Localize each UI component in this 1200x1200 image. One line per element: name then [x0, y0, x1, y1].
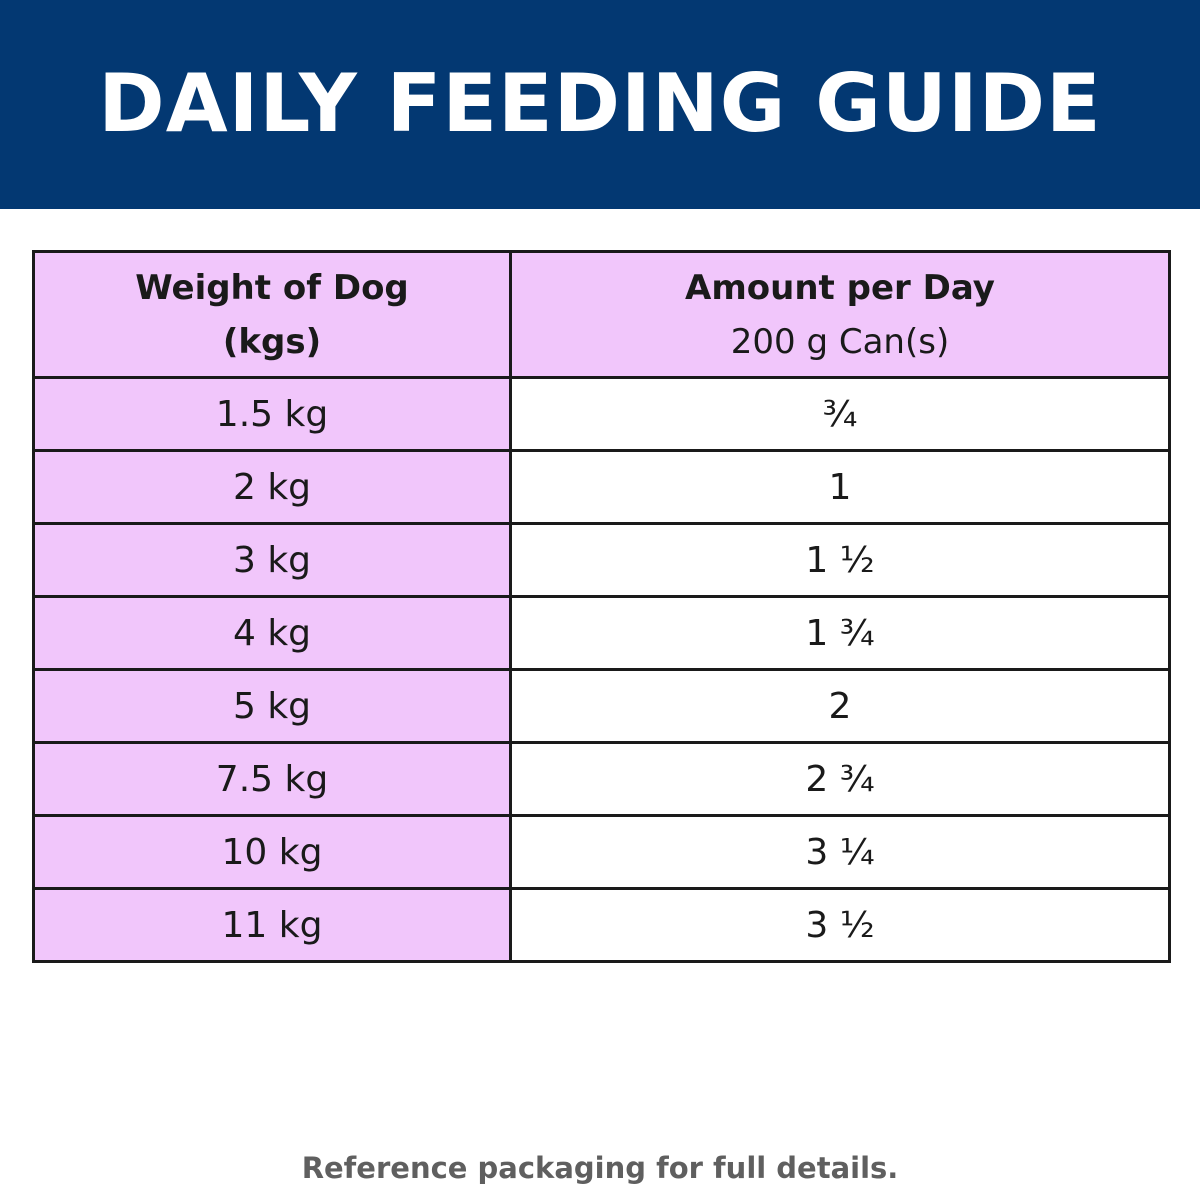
amount-cell: 2 ¾ [509, 741, 1171, 817]
amount-cell: 3 ½ [509, 887, 1171, 963]
amount-cell: 1 [509, 449, 1171, 525]
weight-cell: 10 kg [32, 814, 512, 890]
weight-cell: 11 kg [32, 887, 512, 963]
header-banner: DAILY FEEDING GUIDE [0, 0, 1200, 209]
weight-cell: 7.5 kg [32, 741, 512, 817]
weight-column-header: Weight of Dog (kgs) [32, 250, 512, 379]
table-row: 5 kg 2 [32, 668, 1171, 744]
feeding-table: Weight of Dog (kgs) Amount per Day 200 g… [32, 250, 1171, 963]
amount-cell: 2 [509, 668, 1171, 744]
table-row: 7.5 kg 2 ¾ [32, 741, 1171, 817]
weight-cell: 2 kg [32, 449, 512, 525]
amount-column-unit: 200 g Can(s) [730, 321, 950, 362]
weight-column-unit: (kgs) [222, 321, 322, 362]
table-row: 4 kg 1 ¾ [32, 595, 1171, 671]
weight-cell: 4 kg [32, 595, 512, 671]
weight-cell: 5 kg [32, 668, 512, 744]
amount-cell: 1 ½ [509, 522, 1171, 598]
weight-cell: 1.5 kg [32, 376, 512, 452]
amount-cell: 3 ¼ [509, 814, 1171, 890]
footnote: Reference packaging for full details. [301, 1151, 899, 1185]
table-row: 1.5 kg ¾ [32, 376, 1171, 452]
amount-cell: ¾ [509, 376, 1171, 452]
table-header-row: Weight of Dog (kgs) Amount per Day 200 g… [32, 250, 1171, 379]
amount-cell: 1 ¾ [509, 595, 1171, 671]
amount-column-header: Amount per Day 200 g Can(s) [509, 250, 1171, 379]
weight-cell: 3 kg [32, 522, 512, 598]
page-title: DAILY FEEDING GUIDE [98, 56, 1102, 150]
weight-column-title: Weight of Dog [135, 267, 409, 308]
table-row: 10 kg 3 ¼ [32, 814, 1171, 890]
table-row: 3 kg 1 ½ [32, 522, 1171, 598]
table-row: 11 kg 3 ½ [32, 887, 1171, 963]
amount-column-title: Amount per Day [685, 267, 995, 308]
table-row: 2 kg 1 [32, 449, 1171, 525]
